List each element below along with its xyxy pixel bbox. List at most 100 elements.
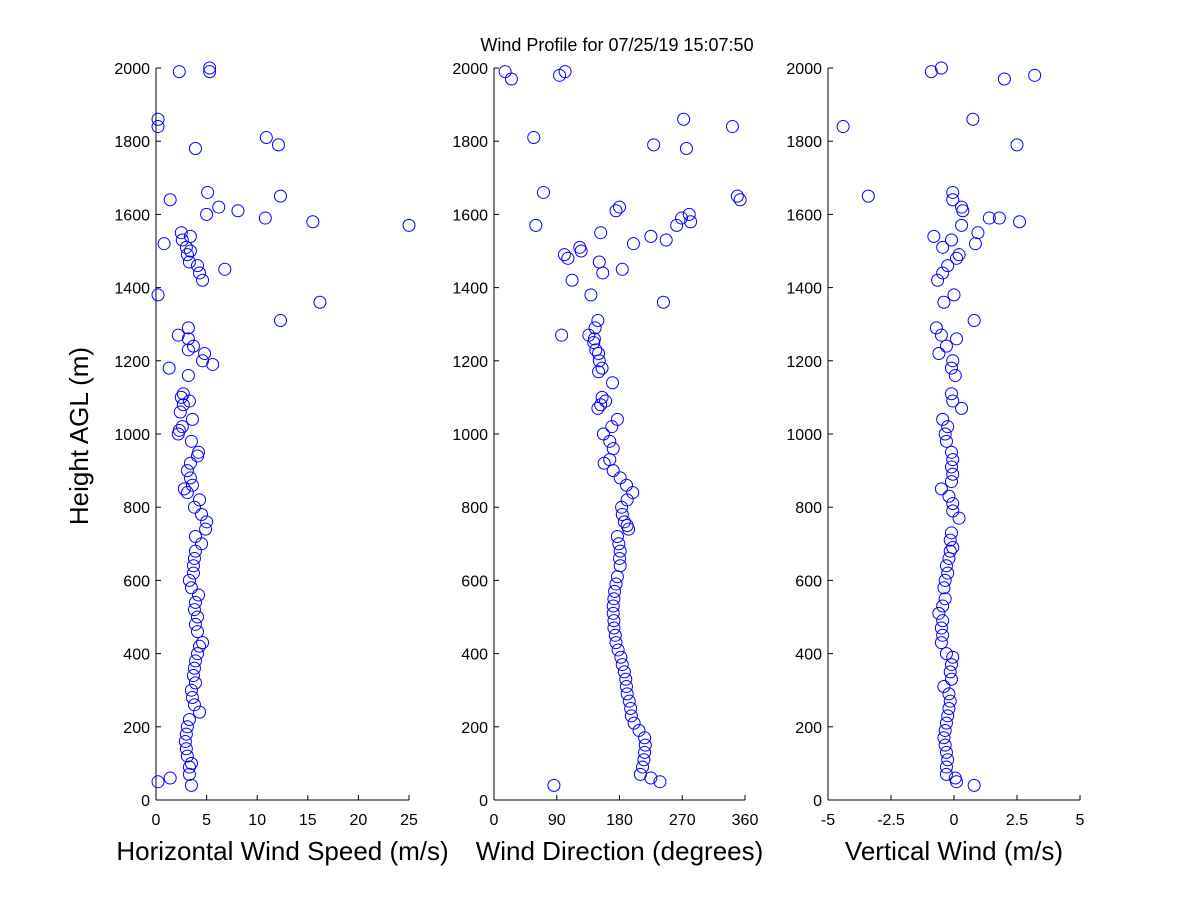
data-point xyxy=(592,346,606,360)
y-tick-label: 600 xyxy=(461,573,488,590)
data-point xyxy=(1013,215,1027,229)
data-point xyxy=(615,658,629,672)
data-point xyxy=(157,237,171,251)
data-point xyxy=(938,573,952,587)
data-point xyxy=(942,702,956,715)
data-point xyxy=(633,767,647,781)
data-point xyxy=(682,207,696,221)
y-tick-label: 2000 xyxy=(786,61,822,78)
data-point xyxy=(203,61,217,75)
y-tick-label: 400 xyxy=(461,647,488,664)
y-tick-label: 1600 xyxy=(114,207,150,224)
data-point xyxy=(596,427,610,441)
data-point xyxy=(934,621,948,635)
data-point xyxy=(527,131,541,145)
x-tick-label: 2.5 xyxy=(1006,812,1028,829)
data-point xyxy=(939,760,953,774)
data-point xyxy=(936,614,950,628)
data-point xyxy=(591,314,605,328)
data-point xyxy=(218,262,232,276)
data-point xyxy=(934,636,948,650)
data-point xyxy=(186,669,200,683)
data-point xyxy=(861,189,875,203)
data-point xyxy=(186,566,200,580)
data-point xyxy=(946,467,960,481)
data-point xyxy=(193,639,207,653)
panel-horizontal-wind-speed: 0 200 400 600 800 1000 1200 1400 1600 1800 2000 0 5 1… xyxy=(114,61,448,866)
data-point xyxy=(203,65,217,79)
data-point xyxy=(200,207,214,221)
x-tick-label: 15 xyxy=(299,812,317,829)
y-tick-label: 1200 xyxy=(452,354,488,371)
data-point xyxy=(941,709,955,723)
data-point xyxy=(181,321,195,335)
data-point xyxy=(944,387,958,401)
data-point xyxy=(273,314,287,328)
data-point xyxy=(181,368,195,382)
y-tick-label: 400 xyxy=(795,647,822,664)
data-point xyxy=(584,288,598,302)
data-point xyxy=(967,314,981,328)
data-point xyxy=(943,533,957,547)
data-point xyxy=(938,723,952,737)
x-tick-label: 5 xyxy=(1076,812,1085,829)
data-point xyxy=(955,200,969,214)
data-point xyxy=(558,65,572,79)
data-point xyxy=(231,204,245,218)
data-point xyxy=(175,233,189,247)
data-point xyxy=(936,628,950,642)
data-point xyxy=(186,339,200,353)
data-point xyxy=(653,775,667,789)
data-point xyxy=(212,200,226,214)
y-tick-label: 200 xyxy=(123,720,150,737)
data-point xyxy=(187,661,201,675)
data-point xyxy=(944,475,958,489)
data-point xyxy=(938,592,952,606)
data-point xyxy=(180,486,194,500)
data-point xyxy=(175,420,189,434)
data-point xyxy=(188,676,202,690)
data-point xyxy=(193,705,207,719)
y-tick-label: 1200 xyxy=(114,354,150,371)
data-point xyxy=(182,573,196,587)
y-tick-label: 1000 xyxy=(114,427,150,444)
data-point xyxy=(313,295,327,309)
data-point xyxy=(615,508,629,522)
data-point xyxy=(607,621,621,635)
data-point xyxy=(955,401,969,415)
data-point xyxy=(151,112,165,126)
data-point xyxy=(609,636,623,650)
data-point xyxy=(171,328,185,342)
data-point xyxy=(172,423,186,437)
data-point xyxy=(636,760,650,774)
data-point xyxy=(179,727,193,741)
y-tick-label: 200 xyxy=(795,720,822,737)
data-point xyxy=(943,665,957,679)
data-point xyxy=(937,581,951,595)
y-tick-label: 1400 xyxy=(452,281,488,298)
y-tick-label: 1800 xyxy=(786,134,822,151)
data-point xyxy=(725,120,739,134)
data-point xyxy=(271,138,285,152)
data-point xyxy=(659,233,673,247)
data-point xyxy=(606,442,620,456)
data-point xyxy=(259,131,273,145)
data-point xyxy=(942,687,956,701)
data-point xyxy=(677,112,691,126)
data-point xyxy=(193,266,207,280)
data-point xyxy=(595,390,609,404)
data-point xyxy=(620,687,634,701)
y-tick-label: 200 xyxy=(461,720,488,737)
data-point xyxy=(588,321,602,335)
y-tick-label: 0 xyxy=(141,793,150,810)
data-point xyxy=(606,599,620,613)
data-point xyxy=(592,365,606,379)
data-point xyxy=(188,529,202,543)
data-point xyxy=(836,120,850,134)
data-point xyxy=(180,248,194,262)
y-tick-label: 1800 xyxy=(114,134,150,151)
data-point xyxy=(632,723,646,737)
data-point xyxy=(670,218,684,232)
data-point xyxy=(936,599,950,613)
data-point xyxy=(184,756,198,770)
